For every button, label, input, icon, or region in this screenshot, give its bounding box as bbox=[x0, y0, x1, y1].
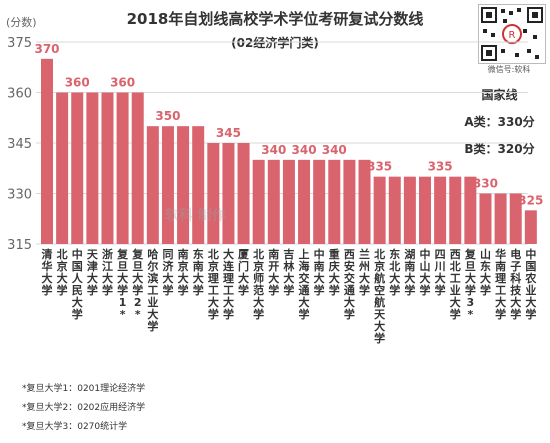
qr-code-icon: R bbox=[478, 4, 546, 64]
x-tick-label: 复旦大学 2 * bbox=[131, 247, 144, 321]
chart-title: 2018年自划线高校学术学位考研复试分数线 bbox=[126, 10, 424, 28]
x-tick-label: 哈尔滨工业大学 bbox=[146, 247, 158, 333]
x-tick-label: 重庆大学 bbox=[328, 247, 340, 297]
data-label: 340 bbox=[292, 143, 317, 157]
bar bbox=[313, 159, 326, 244]
bar bbox=[434, 176, 447, 244]
bar bbox=[358, 159, 371, 244]
x-tick-label: 中国农业大学 bbox=[524, 247, 536, 321]
bar bbox=[237, 143, 250, 244]
x-tick-label: 东北大学 bbox=[389, 247, 400, 297]
bar bbox=[388, 176, 401, 244]
x-tick-label: 北京师范大学 bbox=[253, 247, 264, 321]
x-tick-label: 中南大学 bbox=[314, 247, 325, 297]
x-tick-label: 清华大学 bbox=[42, 247, 53, 297]
x-tick-label: 电子科技大学 bbox=[510, 247, 522, 321]
x-tick-label: 湖南大学 bbox=[404, 247, 415, 297]
bar bbox=[509, 193, 522, 244]
bar bbox=[71, 92, 84, 244]
bar bbox=[328, 159, 341, 244]
bar bbox=[192, 126, 205, 244]
x-tick-label: 南京大学 bbox=[178, 247, 189, 297]
footnote-2: *复旦大学2：0202应用经济学 bbox=[22, 403, 146, 413]
x-tick-label: 西安交通大学 bbox=[344, 248, 355, 321]
x-tick-label: 华南理工大学 bbox=[495, 247, 506, 321]
footnote-1: *复旦大学1：0201理论经济学 bbox=[22, 384, 146, 394]
y-tick-label: 375 bbox=[7, 36, 32, 51]
bar bbox=[131, 92, 144, 244]
x-tick-label: 中国人民大学 bbox=[72, 247, 84, 321]
data-label: 325 bbox=[518, 193, 543, 207]
bar bbox=[207, 143, 220, 244]
data-label: 350 bbox=[155, 109, 180, 123]
bar bbox=[222, 143, 235, 244]
data-label: 360 bbox=[65, 76, 90, 90]
svg-text:R: R bbox=[509, 30, 516, 41]
x-tick-label: 天津大学 bbox=[87, 248, 99, 297]
x-tick-label: 北京航空航天大学 bbox=[374, 247, 386, 345]
x-tick-label: 厦门大学 bbox=[238, 248, 250, 297]
national-line-box: 国家线 A类：330分 B类：320分 bbox=[452, 86, 547, 167]
bar bbox=[56, 92, 69, 244]
bar bbox=[343, 159, 356, 244]
footnote-3: *复旦大学3：0270统计学 bbox=[22, 422, 128, 432]
x-tick-label: 上海交通大学 bbox=[299, 247, 310, 321]
national-line-a: A类：330分 bbox=[464, 115, 535, 129]
bar bbox=[146, 126, 159, 244]
data-label: 335 bbox=[367, 160, 392, 174]
bar bbox=[177, 126, 190, 244]
x-tick-label: 山东大学 bbox=[480, 247, 491, 297]
bar bbox=[403, 176, 416, 244]
data-label: 330 bbox=[473, 177, 498, 191]
bar bbox=[494, 193, 507, 244]
x-tick-label: 复旦大学 3 * bbox=[464, 247, 477, 321]
bar bbox=[41, 58, 53, 245]
x-tick-label: 复旦大学 1 * bbox=[116, 247, 129, 321]
data-label: 335 bbox=[428, 160, 453, 174]
data-label: 345 bbox=[216, 126, 241, 140]
y-tick-label: 345 bbox=[7, 137, 32, 152]
x-tick-label: 四川大学 bbox=[434, 248, 446, 297]
x-tick-label: 北京大学 bbox=[57, 247, 68, 297]
bar bbox=[464, 176, 477, 244]
x-tick-label: 浙江大学 bbox=[102, 247, 113, 297]
y-tick-label: 315 bbox=[7, 238, 32, 253]
watermark: 软科 制作 bbox=[165, 208, 226, 224]
footnotes: *复旦大学1：0201理论经济学 *复旦大学2：0202应用经济学 *复旦大学3… bbox=[22, 380, 145, 437]
x-tick-label: 大连理工大学 bbox=[223, 247, 235, 321]
data-label: 360 bbox=[110, 76, 135, 90]
x-tick-label: 同济大学 bbox=[162, 248, 174, 297]
x-tick-label: 中山大学 bbox=[420, 247, 431, 297]
bar bbox=[524, 210, 537, 244]
y-tick-label: 360 bbox=[7, 87, 32, 102]
bar bbox=[267, 159, 280, 244]
x-tick-label: 吉林大学 bbox=[283, 247, 294, 297]
chart-subtitle: (02经济学门类) bbox=[231, 36, 319, 50]
x-tick-label: 兰州大学 bbox=[358, 247, 370, 297]
bar bbox=[479, 193, 492, 244]
data-label: 340 bbox=[261, 143, 286, 157]
x-tick-label: 南开大学 bbox=[268, 247, 279, 297]
qr-caption: 微信号:软科 bbox=[487, 65, 531, 74]
data-label: 370 bbox=[34, 42, 59, 56]
bar-chart: 315330345360375清华大学北京大学中国人民大学天津大学浙江大学复旦大… bbox=[7, 36, 543, 345]
bar bbox=[282, 159, 295, 244]
bar bbox=[101, 92, 114, 244]
bar bbox=[373, 176, 386, 244]
bar bbox=[449, 176, 462, 244]
data-label: 340 bbox=[322, 143, 347, 157]
national-line-title: 国家线 bbox=[481, 88, 518, 102]
x-tick-label: 北京理工大学 bbox=[208, 247, 219, 321]
x-tick-label: 西北工业大学 bbox=[450, 248, 461, 321]
y-axis-unit-label: (分数) bbox=[6, 16, 37, 29]
bar bbox=[252, 159, 265, 244]
bar bbox=[116, 92, 129, 244]
y-tick-label: 330 bbox=[7, 188, 32, 203]
bar bbox=[161, 126, 174, 244]
bar bbox=[86, 92, 99, 244]
bar bbox=[419, 176, 431, 244]
bar bbox=[298, 159, 311, 244]
national-line-b: B类：320分 bbox=[464, 142, 535, 156]
x-tick-label: 东南大学 bbox=[193, 247, 204, 297]
